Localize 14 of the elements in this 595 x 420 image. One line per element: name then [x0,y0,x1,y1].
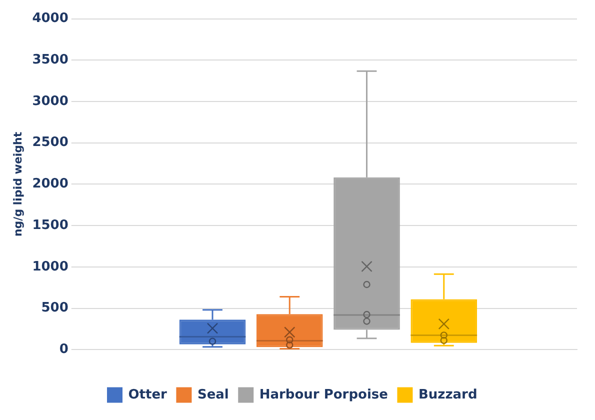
y-tick-label: 4000 [32,11,68,26]
legend-label: Buzzard [418,387,478,402]
y-tick-label: 1500 [32,218,68,233]
y-tick-label: 2000 [32,176,68,192]
y-tick-label: 2500 [32,135,68,150]
y-tick-label: 500 [41,300,68,316]
y-tick-label: 1000 [32,259,68,274]
y-tick-label: 0 [59,342,68,357]
y-tick-label: 3500 [32,52,68,68]
y-axis-title: ng/g lipid weight [11,132,24,237]
y-tick-label: 3000 [32,94,68,109]
legend-label: Harbour Porpoise [259,387,388,402]
legend-label: Otter [128,387,168,402]
legend-label: Seal [197,387,229,402]
